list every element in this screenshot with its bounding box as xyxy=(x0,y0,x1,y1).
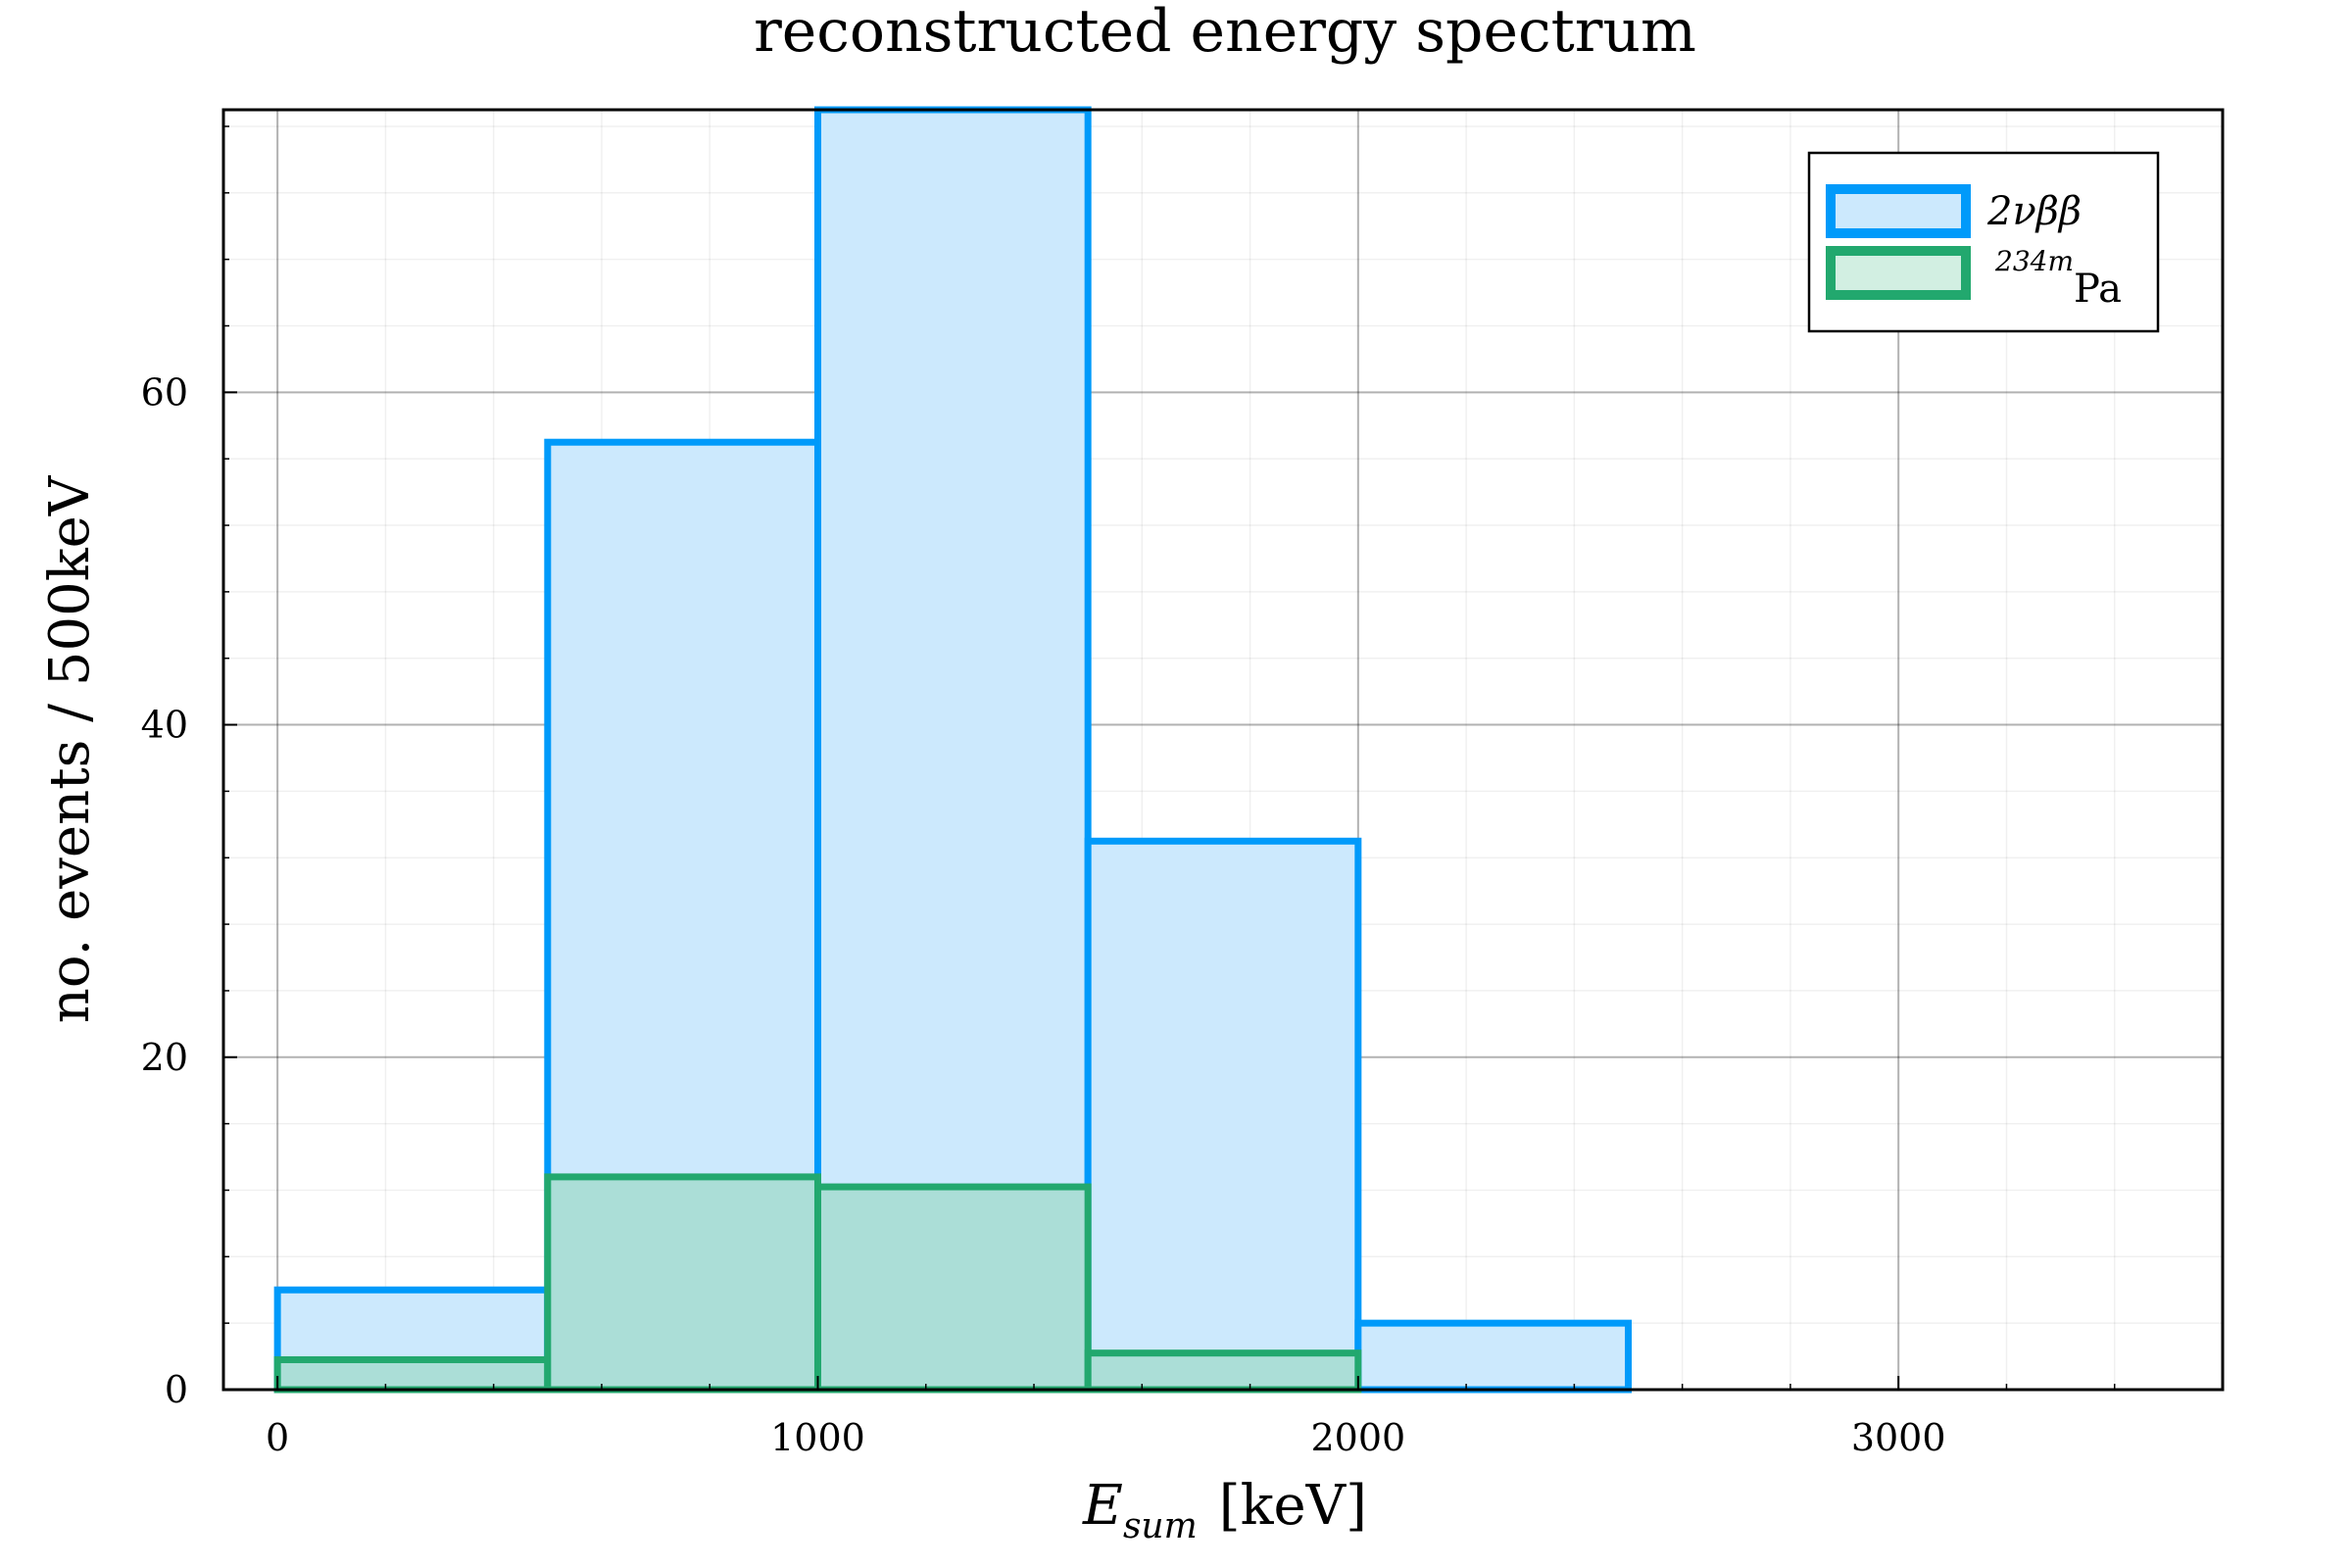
legend-swatch-2nubb xyxy=(1826,184,1971,238)
y-tick-label: 40 xyxy=(141,704,188,747)
legend-label-pa234m-main: Pa xyxy=(2074,267,2122,312)
histogram-bar xyxy=(813,1183,1092,1394)
histogram-bar xyxy=(273,1355,552,1394)
histogram-bar xyxy=(1084,837,1362,1394)
legend-label-pa234m-superscript: 234m xyxy=(1994,245,2074,277)
series-1 xyxy=(273,1173,1362,1394)
legend-swatch-pa234m xyxy=(1826,246,1971,300)
x-tick-label: 3000 xyxy=(1851,1416,1946,1459)
chart-title: reconstructed energy spectrum xyxy=(754,0,1696,66)
y-tick-label: 20 xyxy=(141,1036,188,1079)
legend-label-2nubb: 2νββ xyxy=(1986,189,2082,234)
x-axis-title-main: E xyxy=(1082,1474,1123,1538)
histogram-bar xyxy=(1084,1349,1362,1394)
histogram-bar xyxy=(544,1173,821,1394)
legend-label-pa234m: 234mPa xyxy=(1994,245,2122,312)
x-tick-label: 0 xyxy=(266,1416,289,1459)
plot-frame xyxy=(221,108,2225,1392)
y-tick-label: 60 xyxy=(141,370,188,414)
histogram-bar xyxy=(1354,1319,1633,1394)
x-tick-label: 1000 xyxy=(770,1416,865,1459)
legend-box xyxy=(1807,151,2160,333)
axis-tick-labels: 0 1000 2000 3000 0 20 40 60 xyxy=(141,370,1946,1459)
histogram-bar xyxy=(813,106,1092,1394)
axis-ticks xyxy=(223,125,2116,1391)
x-axis-title-unit: [keV] xyxy=(1219,1474,1367,1538)
x-axis-title: Esum [keV] xyxy=(1082,1474,1367,1546)
x-axis-title-subscript: sum xyxy=(1123,1506,1198,1546)
legend: 2νββ 234mPa xyxy=(1807,151,2160,333)
histogram-bars xyxy=(273,106,1633,1394)
y-tick-label: 0 xyxy=(165,1368,188,1411)
y-axis-title: no. events / 500keV xyxy=(38,474,102,1023)
x-tick-label: 2000 xyxy=(1310,1416,1405,1459)
series-0 xyxy=(273,106,1633,1394)
